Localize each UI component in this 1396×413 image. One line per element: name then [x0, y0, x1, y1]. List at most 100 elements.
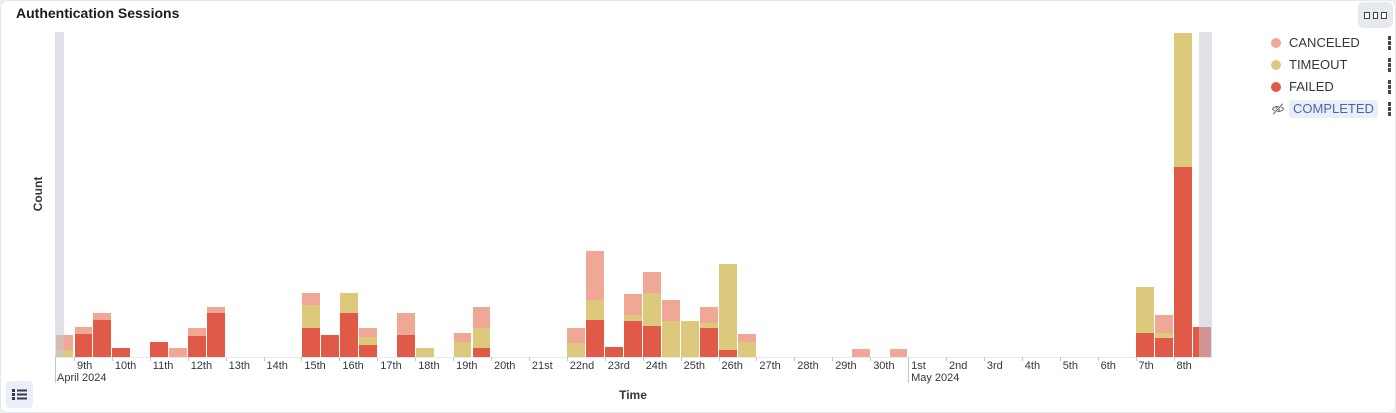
- x-tick: [1173, 357, 1175, 361]
- bar-apr-16-pm-canceled[interactable]: [358, 328, 377, 337]
- bar-apr-22-pm-timeout[interactable]: [586, 300, 605, 320]
- bar-apr-26-pm-timeout[interactable]: [738, 342, 756, 357]
- bar-apr-23-pm-timeout[interactable]: [624, 315, 643, 321]
- x-tick: [983, 357, 985, 361]
- bar-apr-25-pm-canceled[interactable]: [700, 307, 718, 323]
- x-tick: [453, 357, 455, 361]
- bar-apr-24-am-timeout[interactable]: [643, 293, 662, 326]
- bar-apr-18-am-timeout[interactable]: [415, 348, 434, 357]
- bar-apr-19-pm-canceled[interactable]: [472, 307, 491, 328]
- bar-apr-11-am-failed[interactable]: [150, 342, 169, 357]
- bar-may-7-pm-timeout[interactable]: [1155, 333, 1173, 338]
- bar-apr-15-am-timeout[interactable]: [301, 305, 320, 328]
- x-tick-label: 4th: [1024, 360, 1041, 372]
- bar-apr-19-am-timeout[interactable]: [453, 342, 472, 357]
- boxes-vertical-icon[interactable]: [1387, 102, 1394, 116]
- bar-apr-16-am-timeout[interactable]: [339, 293, 358, 313]
- x-tick: [111, 357, 113, 361]
- list-icon: [12, 389, 27, 400]
- bar-apr-19-am-canceled[interactable]: [453, 333, 472, 342]
- boxes-vertical-icon[interactable]: [1387, 58, 1394, 72]
- bar-apr-19-pm-failed[interactable]: [472, 348, 491, 357]
- bar-may-8-am-failed[interactable]: [1174, 167, 1192, 357]
- bar-apr-12-pm-failed[interactable]: [207, 313, 226, 357]
- bar-apr-22-am-timeout[interactable]: [567, 343, 586, 357]
- legend-toggle-button[interactable]: [6, 381, 33, 408]
- bar-apr-12-am-failed[interactable]: [188, 336, 207, 357]
- bar-apr-17-pm-canceled[interactable]: [396, 313, 415, 335]
- bar-apr-26-am-failed[interactable]: [719, 350, 737, 357]
- bar-apr-24-am-canceled[interactable]: [643, 272, 662, 293]
- x-tick-label: 3rd: [986, 360, 1003, 372]
- bar-may-7-am-timeout[interactable]: [1136, 287, 1154, 333]
- bar-apr-15-am-canceled[interactable]: [301, 293, 320, 305]
- x-tick: [794, 357, 796, 361]
- bar-apr-12-pm-canceled[interactable]: [207, 307, 226, 313]
- bar-apr-9-pm-failed[interactable]: [93, 320, 112, 357]
- x-tick-label: 23rd: [607, 360, 630, 372]
- x-tick: [74, 357, 75, 361]
- x-tick-label: 2nd: [949, 360, 968, 372]
- bar-apr-23-pm-canceled[interactable]: [624, 294, 643, 315]
- bar-apr-22-am-canceled[interactable]: [567, 328, 586, 343]
- legend-item-completed[interactable]: COMPLETED: [1271, 100, 1394, 118]
- bar-may-7-pm-canceled[interactable]: [1155, 315, 1173, 333]
- x-month-label: May 2024: [911, 372, 960, 384]
- bar-apr-15-am-failed[interactable]: [301, 328, 320, 357]
- bar-apr-10-am-failed[interactable]: [112, 348, 131, 357]
- bar-apr-22-pm-canceled[interactable]: [586, 251, 605, 300]
- x-tick: [832, 357, 834, 361]
- bar-apr-17-pm-failed[interactable]: [396, 335, 415, 357]
- x-tick-label: 16th: [342, 360, 364, 372]
- bar-apr-25-pm-timeout[interactable]: [700, 323, 718, 328]
- panel-title: Authentication Sessions: [16, 5, 180, 21]
- bar-apr-24-pm-canceled[interactable]: [662, 300, 680, 321]
- bar-apr-24-pm-timeout[interactable]: [662, 321, 680, 357]
- bar-apr-9-am-canceled[interactable]: [74, 327, 93, 334]
- x-tick: [528, 357, 530, 361]
- x-tick-month: [55, 357, 56, 383]
- x-tick-label: 29th: [835, 360, 857, 372]
- bar-apr-25-am-timeout[interactable]: [681, 321, 699, 357]
- bar-apr-15-pm-failed[interactable]: [320, 335, 339, 357]
- legend-item-timeout[interactable]: TIMEOUT: [1271, 57, 1393, 73]
- bar-apr-16-am-failed[interactable]: [339, 313, 358, 357]
- x-tick-label: 10th: [114, 360, 137, 372]
- x-tick-label: 14th: [266, 360, 288, 372]
- bar-apr-26-pm-canceled[interactable]: [738, 334, 756, 342]
- bar-apr-26-am-timeout[interactable]: [719, 264, 737, 350]
- legend-item-canceled[interactable]: CANCELED: [1271, 35, 1393, 51]
- bar-apr-16-pm-timeout[interactable]: [358, 337, 377, 345]
- x-axis-line: [55, 357, 1212, 358]
- bar-apr-9-pm-canceled[interactable]: [93, 313, 112, 320]
- legend-label: FAILED: [1289, 79, 1334, 94]
- legend-item-failed[interactable]: FAILED: [1271, 79, 1393, 95]
- bar-apr-25-pm-failed[interactable]: [700, 328, 718, 357]
- x-tick-label: 12th: [190, 360, 213, 372]
- bar-apr-8-pm-timeout[interactable]: [55, 350, 74, 357]
- bar-may-7-am-failed[interactable]: [1136, 333, 1154, 357]
- panel-options-button[interactable]: [1358, 2, 1393, 28]
- bar-apr-19-pm-timeout[interactable]: [472, 328, 491, 348]
- bar-may-8-am-timeout[interactable]: [1174, 33, 1192, 167]
- x-tick-label: 21st: [531, 360, 553, 372]
- x-tick: [1059, 357, 1061, 361]
- bar-apr-30-pm-canceled[interactable]: [889, 349, 908, 357]
- boxes-vertical-icon[interactable]: [1387, 36, 1394, 50]
- eye-slash-icon: [1271, 102, 1285, 116]
- x-tick-label: 25th: [683, 360, 706, 372]
- bar-apr-16-pm-failed[interactable]: [358, 345, 377, 357]
- bar-apr-9-am-failed[interactable]: [74, 334, 93, 357]
- bar-apr-22-pm-failed[interactable]: [586, 320, 605, 357]
- x-tick: [187, 357, 189, 361]
- bar-may-7-pm-failed[interactable]: [1155, 338, 1173, 357]
- legend-dot-icon: [1271, 38, 1281, 48]
- bar-apr-11-pm-canceled[interactable]: [169, 348, 188, 357]
- bar-apr-29-pm-canceled[interactable]: [851, 349, 870, 357]
- bar-apr-23-pm-failed[interactable]: [624, 321, 643, 357]
- bar-apr-12-am-canceled[interactable]: [188, 328, 207, 336]
- bar-apr-24-am-failed[interactable]: [643, 326, 662, 357]
- bar-apr-23-am-failed[interactable]: [605, 347, 624, 357]
- boxes-vertical-icon[interactable]: [1387, 80, 1394, 94]
- legend-label: TIMEOUT: [1289, 57, 1348, 72]
